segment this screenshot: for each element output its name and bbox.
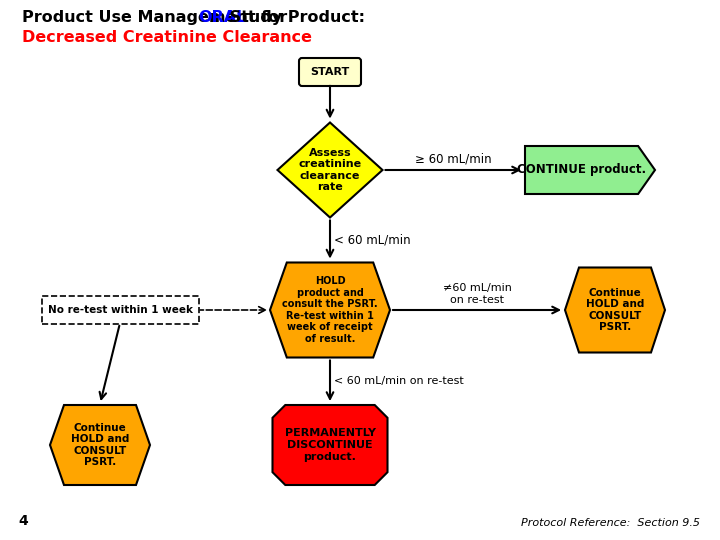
Polygon shape: [50, 405, 150, 485]
Text: Assess
creatinine
clearance
rate: Assess creatinine clearance rate: [298, 147, 361, 192]
Text: Protocol Reference:  Section 9.5: Protocol Reference: Section 9.5: [521, 518, 700, 528]
Text: 4: 4: [18, 514, 28, 528]
Text: No re-test within 1 week: No re-test within 1 week: [48, 305, 192, 315]
Text: Decreased Creatinine Clearance: Decreased Creatinine Clearance: [22, 30, 312, 45]
FancyBboxPatch shape: [42, 296, 199, 324]
Polygon shape: [525, 146, 655, 194]
Text: CONTINUE product.: CONTINUE product.: [518, 164, 647, 177]
Text: Continue
HOLD and
CONSULT
PSRT.: Continue HOLD and CONSULT PSRT.: [586, 288, 644, 333]
Polygon shape: [272, 405, 387, 485]
Text: ≠60 mL/min
on re-test: ≠60 mL/min on re-test: [443, 284, 512, 305]
Polygon shape: [277, 123, 382, 218]
Text: Continue
HOLD and
CONSULT
PSRT.: Continue HOLD and CONSULT PSRT.: [71, 423, 129, 468]
Text: < 60 mL/min: < 60 mL/min: [334, 233, 410, 246]
Polygon shape: [270, 262, 390, 357]
Text: HOLD
product and
consult the PSRT.
Re-test within 1
week of receipt
of result.: HOLD product and consult the PSRT. Re-te…: [282, 276, 378, 344]
Text: PERMANENTLY
DISCONTINUE
product.: PERMANENTLY DISCONTINUE product.: [284, 428, 376, 462]
Text: START: START: [310, 67, 350, 77]
Text: Product Use Management for: Product Use Management for: [22, 10, 293, 25]
Text: < 60 mL/min on re-test: < 60 mL/min on re-test: [334, 376, 464, 386]
Text: Study Product:: Study Product:: [224, 10, 365, 25]
Text: ORAL: ORAL: [198, 10, 246, 25]
Text: ≥ 60 mL/min: ≥ 60 mL/min: [415, 152, 492, 165]
FancyBboxPatch shape: [299, 58, 361, 86]
Polygon shape: [565, 267, 665, 353]
